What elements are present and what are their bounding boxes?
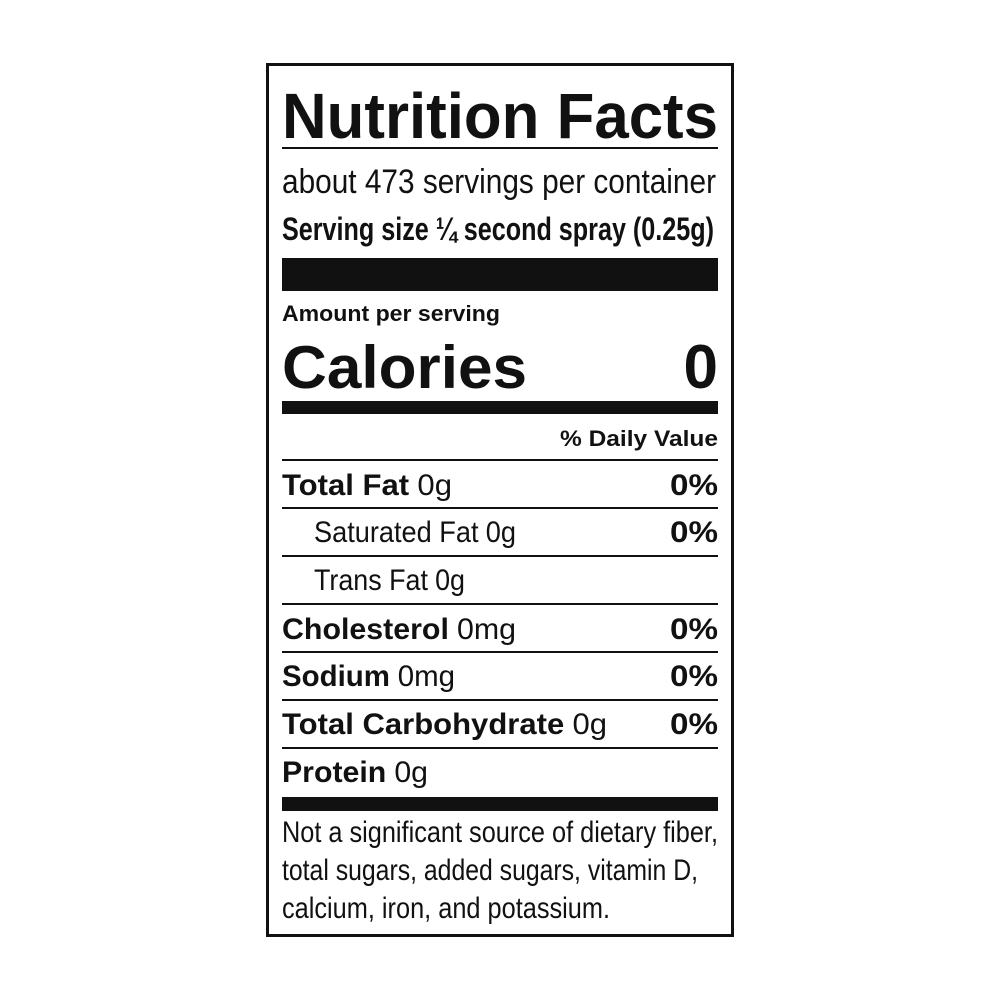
calories-label: Calories: [282, 334, 527, 401]
nutrient-amount: 0g: [417, 469, 452, 502]
rule: [282, 651, 718, 653]
footnote-line: total sugars, added sugars, vitamin D,: [282, 854, 698, 887]
label-border: [266, 63, 734, 937]
daily-value: 0%: [670, 469, 718, 502]
nutrient-amount: 0g: [435, 564, 465, 597]
nutrient-name: Cholesterol: [282, 613, 449, 646]
footnote-line: calcium, iron, and potassium.: [282, 892, 610, 925]
nutrient-name: Protein: [282, 756, 386, 789]
nutrient-name: Sodium: [282, 660, 390, 693]
rule: [282, 699, 718, 701]
rule: [282, 507, 718, 509]
amount-per-serving: Amount per serving: [282, 301, 500, 326]
nutrient-name: Saturated Fat: [314, 516, 479, 549]
nutrient: Trans Fat0g: [314, 564, 465, 597]
servings: about 473 servings per container: [282, 163, 716, 201]
nutrient-amount: 0mg: [457, 613, 516, 646]
nutrient-amount: 0g: [572, 708, 607, 741]
daily-value: 0%: [670, 708, 718, 741]
rule: [282, 603, 718, 605]
nutrient: Cholesterol 0mg: [282, 613, 516, 646]
daily-value-header: % Daily Value: [560, 426, 718, 451]
nutrient-amount: 0g: [394, 756, 428, 789]
nutrient-name: Total Carbohydrate: [282, 708, 564, 741]
rule: [282, 147, 718, 149]
nutrient: Saturated Fat0g: [314, 516, 516, 549]
serving-size: Serving size ¼ second spray (0.25g): [282, 211, 714, 247]
daily-value: 0%: [670, 613, 718, 646]
thick-bar: [282, 258, 718, 291]
nutrient: Sodium 0mg: [282, 660, 455, 693]
daily-value: 0%: [670, 516, 718, 549]
rule: [282, 555, 718, 557]
rule: [282, 747, 718, 749]
medium-bar: [282, 797, 718, 811]
nutrient-name: Trans Fat: [314, 564, 429, 597]
nutrient-name: Total Fat: [282, 469, 409, 502]
calories-value: 0: [684, 333, 718, 402]
nutrient-amount: 0g: [486, 516, 516, 549]
nutrient-amount: 0mg: [398, 660, 455, 693]
nutrient: Protein 0g: [282, 756, 428, 789]
rule: [282, 459, 718, 461]
title: Nutrition Facts: [282, 80, 718, 152]
nutrient: Total Carbohydrate 0g: [282, 708, 607, 741]
nutrient: Total Fat 0g: [282, 469, 452, 502]
footnote-line: Not a significant source of dietary fibe…: [282, 816, 718, 849]
daily-value: 0%: [670, 660, 718, 693]
medium-bar: [282, 401, 718, 414]
